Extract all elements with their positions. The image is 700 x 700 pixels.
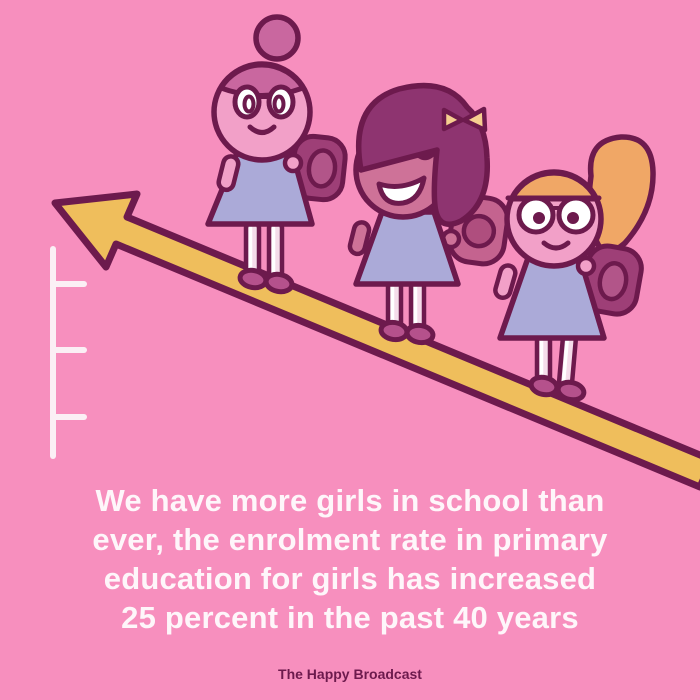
- smile: [247, 124, 277, 135]
- trend-arrow: [51, 190, 700, 491]
- backpack: [289, 133, 348, 203]
- hair-bow: [441, 107, 465, 132]
- eye: [242, 94, 256, 114]
- shoe: [378, 319, 410, 343]
- eye: [272, 94, 286, 114]
- caption-line: 25 percent in the past 40 years: [121, 600, 579, 635]
- caption-line: education for girls has increased: [103, 561, 597, 596]
- girl-figure-ponytail: [493, 134, 656, 403]
- hand: [282, 152, 304, 174]
- attribution-text: The Happy Broadcast: [278, 666, 422, 682]
- caption-line: ever, the enrolment rate in primary: [92, 522, 608, 557]
- backpack-pocket: [597, 261, 629, 302]
- hair-bow: [461, 106, 488, 133]
- hair-bun: [253, 14, 301, 62]
- eye: [567, 212, 579, 224]
- shoe: [555, 379, 587, 403]
- leg-stripe: [561, 338, 569, 384]
- girl-figure-bow: [347, 82, 511, 346]
- eye: [533, 212, 545, 224]
- girl-figure-bun: [205, 14, 348, 295]
- arm: [216, 154, 241, 193]
- caption-line: We have more girls in school than: [95, 483, 605, 518]
- caption: We have more girls in school than ever, …: [0, 481, 700, 637]
- open-smile: [376, 175, 427, 206]
- smile: [541, 240, 571, 251]
- hand: [575, 255, 597, 277]
- arm: [493, 263, 518, 301]
- axis-with-ticks: [50, 246, 87, 459]
- shoe: [237, 267, 269, 291]
- arm: [347, 220, 372, 257]
- leg: [266, 219, 285, 283]
- backpack-pocket: [461, 213, 497, 249]
- shoe: [404, 322, 436, 346]
- shoe: [263, 271, 295, 295]
- backpack-pocket: [306, 148, 338, 189]
- hair-bangs: [509, 170, 599, 202]
